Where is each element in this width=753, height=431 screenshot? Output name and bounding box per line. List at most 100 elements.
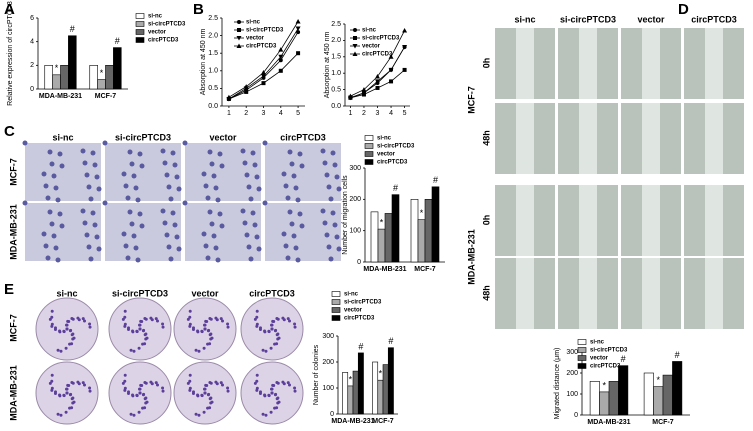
colony: [273, 406, 277, 410]
cell: [90, 210, 96, 216]
legend-swatch: [331, 291, 341, 297]
colony: [70, 333, 74, 337]
annotation: #: [433, 175, 438, 185]
colony: [276, 317, 280, 321]
cell: [254, 174, 260, 180]
colony: [188, 322, 192, 326]
point: [361, 87, 367, 92]
cell: [129, 221, 135, 227]
transwell-image: [105, 203, 181, 261]
colony: [56, 348, 60, 352]
colony: [186, 381, 190, 385]
colony: [131, 393, 135, 397]
bar: [599, 391, 610, 416]
y-tick-label: 6: [30, 15, 34, 22]
y-tick-label: 200: [566, 370, 578, 377]
colony: [293, 322, 297, 326]
cell: [135, 257, 141, 263]
transwell-image: [25, 203, 101, 261]
cell: [211, 173, 217, 179]
x-tick-label: MDA-MB-231: [363, 266, 406, 273]
cell: [283, 183, 289, 189]
wound-gap: [579, 258, 597, 329]
colony: [255, 386, 259, 390]
cell: [121, 171, 127, 177]
colony: [154, 381, 158, 385]
bar: [105, 65, 114, 90]
colony: [270, 327, 274, 331]
cell: [291, 173, 297, 179]
annotation: *: [657, 375, 661, 385]
cell: [53, 185, 59, 191]
cell: [211, 233, 217, 239]
cell: [213, 185, 219, 191]
cell: [168, 196, 174, 202]
annotation: #: [675, 350, 680, 360]
column-label: si-circPTCD3: [560, 14, 616, 24]
colony: [282, 318, 286, 322]
colony: [126, 390, 130, 394]
wound-gap: [642, 28, 660, 99]
cell: [53, 245, 59, 251]
colony: [219, 317, 223, 321]
cell: [281, 231, 287, 237]
cell: [92, 222, 98, 228]
wound-gap: [705, 103, 723, 174]
cell: [334, 174, 340, 180]
colony: [56, 412, 60, 416]
wound-gap: [516, 258, 534, 329]
colony: [48, 317, 52, 321]
cell: [246, 184, 252, 190]
cell: [41, 171, 47, 177]
point: [244, 89, 249, 94]
colony: [154, 317, 158, 321]
colony: [203, 327, 207, 331]
colony: [258, 326, 262, 330]
colony: [135, 393, 139, 397]
wound-gap: [705, 185, 723, 256]
bar: [377, 379, 384, 415]
legend-label: circPTCD3: [344, 316, 375, 322]
cell: [207, 209, 213, 215]
colony: [132, 349, 136, 353]
colony: [77, 318, 81, 322]
colony: [209, 401, 213, 405]
column-label: vector: [191, 288, 219, 298]
cell: [88, 256, 94, 262]
cell: [59, 223, 65, 229]
wound-gap: [705, 258, 723, 329]
column-label: circPTCD3: [691, 14, 737, 24]
cell: [131, 233, 137, 239]
cell: [328, 196, 334, 202]
cell: [57, 211, 63, 217]
colony: [48, 381, 52, 385]
colony: [255, 315, 259, 319]
cell: [250, 150, 256, 156]
cell: [242, 220, 248, 226]
column-label: si-nc: [514, 14, 535, 24]
cell: [207, 149, 213, 155]
colony: [64, 410, 68, 414]
cell: [334, 234, 340, 240]
cell: [262, 200, 268, 206]
cell: [172, 222, 178, 228]
bar: [357, 352, 364, 415]
annotation: *: [379, 369, 383, 379]
panel-letter: B: [193, 1, 204, 18]
bar: [662, 374, 673, 416]
cell: [94, 234, 100, 240]
colony: [58, 393, 62, 397]
cell: [80, 208, 86, 214]
cell: [139, 223, 145, 229]
y-tick-label: 1.5: [208, 50, 218, 57]
cell: [330, 210, 336, 216]
colony: [137, 346, 141, 350]
legend-swatch: [331, 315, 341, 321]
bar: [384, 213, 393, 263]
colony: [71, 317, 75, 321]
legend-label: circPTCD3: [148, 38, 179, 44]
cell: [320, 148, 326, 154]
legend-label: si-nc: [362, 28, 377, 34]
cell: [90, 150, 96, 156]
colony: [220, 383, 224, 387]
